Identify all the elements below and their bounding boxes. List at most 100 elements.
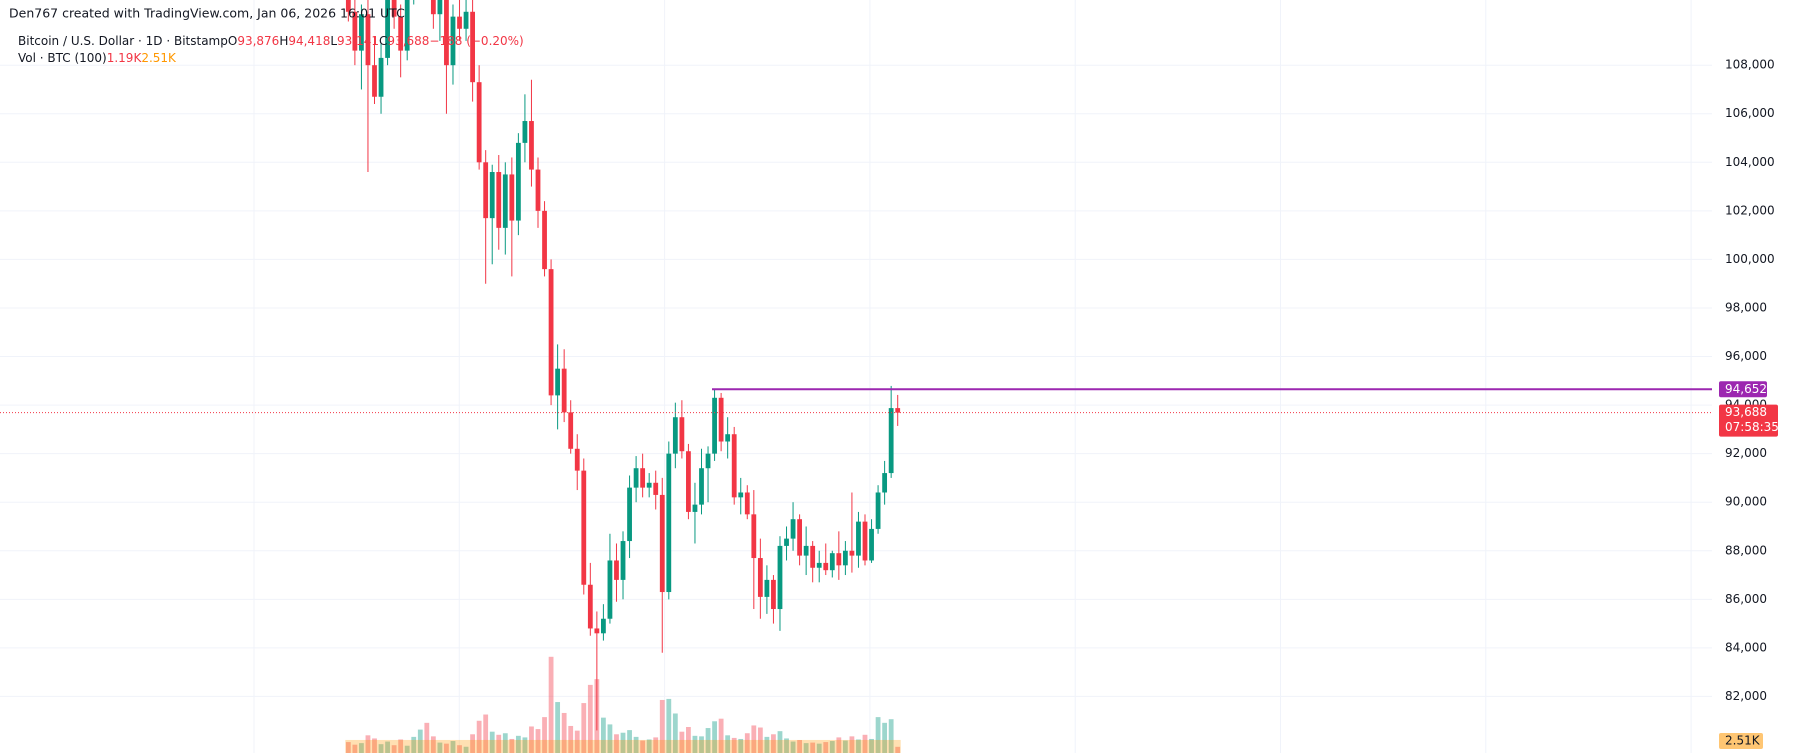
volume-bar <box>385 741 390 753</box>
last-price-label: 93,688 <box>1725 405 1767 419</box>
volume-bar <box>607 724 613 753</box>
volume-bar <box>352 744 358 753</box>
level-badge <box>1719 381 1767 398</box>
candle-body <box>398 16 404 51</box>
price-lines <box>0 388 1712 414</box>
volume-bar <box>574 730 580 753</box>
candle-body <box>529 121 534 170</box>
candle-body <box>790 519 796 539</box>
volume-bar <box>640 740 646 753</box>
volume-bar <box>699 736 704 753</box>
volume-bar <box>378 744 384 753</box>
candle-body <box>653 482 659 495</box>
candle-body <box>659 494 665 593</box>
candle-body <box>444 0 449 66</box>
volume-bar <box>659 699 665 753</box>
candle-body <box>842 550 848 566</box>
candle-body <box>555 368 561 396</box>
candle-body <box>404 0 410 51</box>
volume-bar <box>856 739 861 753</box>
y-tick-label: 82,000 <box>1725 689 1767 703</box>
volume-bar <box>692 735 698 753</box>
candle-body <box>692 504 698 512</box>
candle-body <box>640 468 646 488</box>
candle-body <box>803 545 809 556</box>
volume-bar <box>535 729 541 753</box>
candle-body <box>810 545 816 568</box>
volume-bar <box>457 745 462 753</box>
volume-bar <box>790 741 796 753</box>
candle-body <box>496 172 502 228</box>
ohlc-key: C <box>379 34 387 48</box>
candle-body <box>391 0 397 17</box>
candle-body <box>542 210 547 270</box>
volume-bar <box>548 656 554 753</box>
volume-bar <box>627 730 632 753</box>
change: −188 (−0.20%) <box>429 34 523 48</box>
candle-body <box>862 521 868 561</box>
y-tick-label: 104,000 <box>1725 155 1775 169</box>
y-tick-label: 106,000 <box>1725 106 1775 120</box>
ohlc-value: 94,418 <box>288 34 330 48</box>
volume-bar <box>738 738 744 753</box>
candle-body <box>764 579 770 597</box>
candle-body <box>784 538 789 546</box>
candle-body <box>581 470 587 585</box>
candle-body <box>888 408 894 474</box>
candles <box>345 0 901 731</box>
volume-bar <box>679 731 685 753</box>
y-tick-label: 102,000 <box>1725 203 1775 217</box>
volume-bar <box>515 735 521 753</box>
y-tick-label: 108,000 <box>1725 58 1775 72</box>
volume-bar <box>568 725 574 753</box>
legend-line: Bitcoin / U.S. Dollar · 1D · BitstampO93… <box>18 34 524 48</box>
level-label: 94,652 <box>1725 382 1767 396</box>
ohlc-value: 93,688 <box>387 34 429 48</box>
candle-body <box>731 434 737 498</box>
volume-bar <box>888 719 894 753</box>
candle-body <box>856 521 861 556</box>
candle-body <box>548 269 554 396</box>
volume-bar <box>601 717 606 753</box>
candle-body <box>607 560 613 619</box>
volume-bar <box>470 734 475 753</box>
volume-bar <box>672 713 678 753</box>
volume-bar <box>581 703 587 753</box>
candle-body <box>895 408 901 413</box>
volume-title: Vol · BTC (100) <box>18 51 107 65</box>
candle-body <box>352 11 358 51</box>
countdown-label: 07:58:35 <box>1725 420 1779 434</box>
volume-bar <box>614 734 619 753</box>
volume-bar <box>882 722 888 753</box>
volume-bar <box>555 702 561 753</box>
volume-bar <box>509 738 515 753</box>
volume-bar <box>417 729 423 753</box>
grid <box>0 0 1712 753</box>
candle-body <box>699 468 704 505</box>
candle-body <box>771 579 776 610</box>
candle-body <box>535 169 541 211</box>
candle-body <box>470 11 475 83</box>
volume-bar <box>359 743 364 753</box>
volume-bar <box>849 736 855 753</box>
candle-body <box>757 558 763 597</box>
volume-bar <box>731 737 737 753</box>
volume-bar <box>895 746 901 753</box>
volume-bar <box>829 741 835 753</box>
volume-bar <box>705 728 711 753</box>
volume-ma-area <box>345 739 901 753</box>
volume-bar <box>476 720 482 753</box>
volume-bar <box>372 738 377 753</box>
candle-body <box>751 514 757 559</box>
volume-bar <box>411 736 417 753</box>
candle-body <box>633 468 639 488</box>
volume-bar <box>797 740 802 753</box>
volume-bar <box>784 738 789 753</box>
volume-bar <box>823 742 829 753</box>
candle-body <box>816 562 822 568</box>
candle-body <box>849 550 855 556</box>
volume-bar <box>646 739 652 753</box>
volume-bar <box>450 741 456 753</box>
candle-body <box>601 618 606 634</box>
